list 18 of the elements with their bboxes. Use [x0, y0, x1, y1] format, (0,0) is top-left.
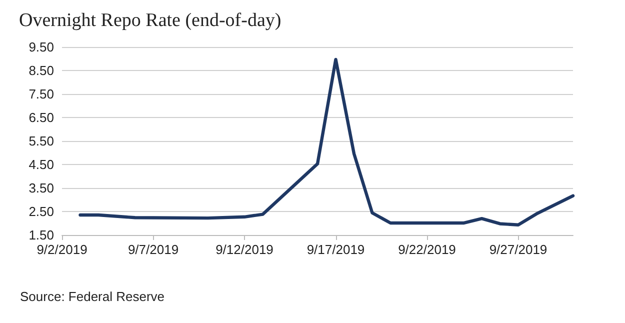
y-tick-label: 1.50	[28, 228, 54, 242]
y-tick-label: 3.50	[28, 180, 54, 196]
y-tick-label: 4.50	[28, 157, 54, 172]
y-tick-label: 7.50	[28, 86, 54, 102]
x-tick-label: 9/27/2019	[489, 242, 548, 257]
x-tick-label: 9/2/2019	[36, 242, 88, 257]
x-tick-label: 9/22/2019	[398, 242, 456, 257]
source-note: Source: Federal Reserve	[20, 289, 165, 304]
y-tick-label: 6.50	[28, 110, 54, 125]
line-series	[78, 58, 575, 226]
x-tick-label: 9/7/2019	[128, 242, 179, 257]
x-tick-label: 9/17/2019	[306, 242, 365, 257]
y-tick-label: 9.50	[28, 40, 54, 54]
chart-title: Overnight Repo Rate (end-of-day)	[19, 10, 282, 31]
x-tick-label: 9/12/2019	[216, 242, 274, 257]
y-tick-label: 2.50	[28, 204, 54, 219]
y-tick-label: 5.50	[28, 134, 54, 148]
y-tick-label: 8.50	[28, 63, 54, 78]
